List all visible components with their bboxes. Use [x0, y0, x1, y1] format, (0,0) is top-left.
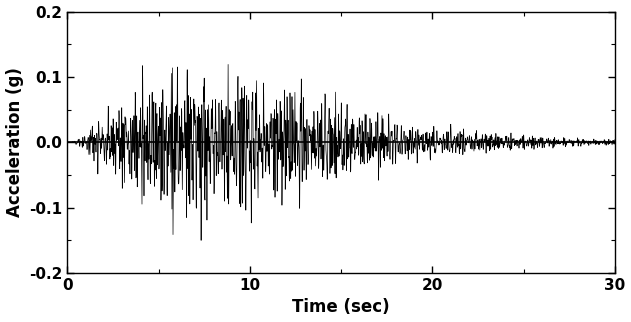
X-axis label: Time (sec): Time (sec): [292, 298, 390, 317]
Y-axis label: Acceleration (g): Acceleration (g): [6, 67, 23, 217]
